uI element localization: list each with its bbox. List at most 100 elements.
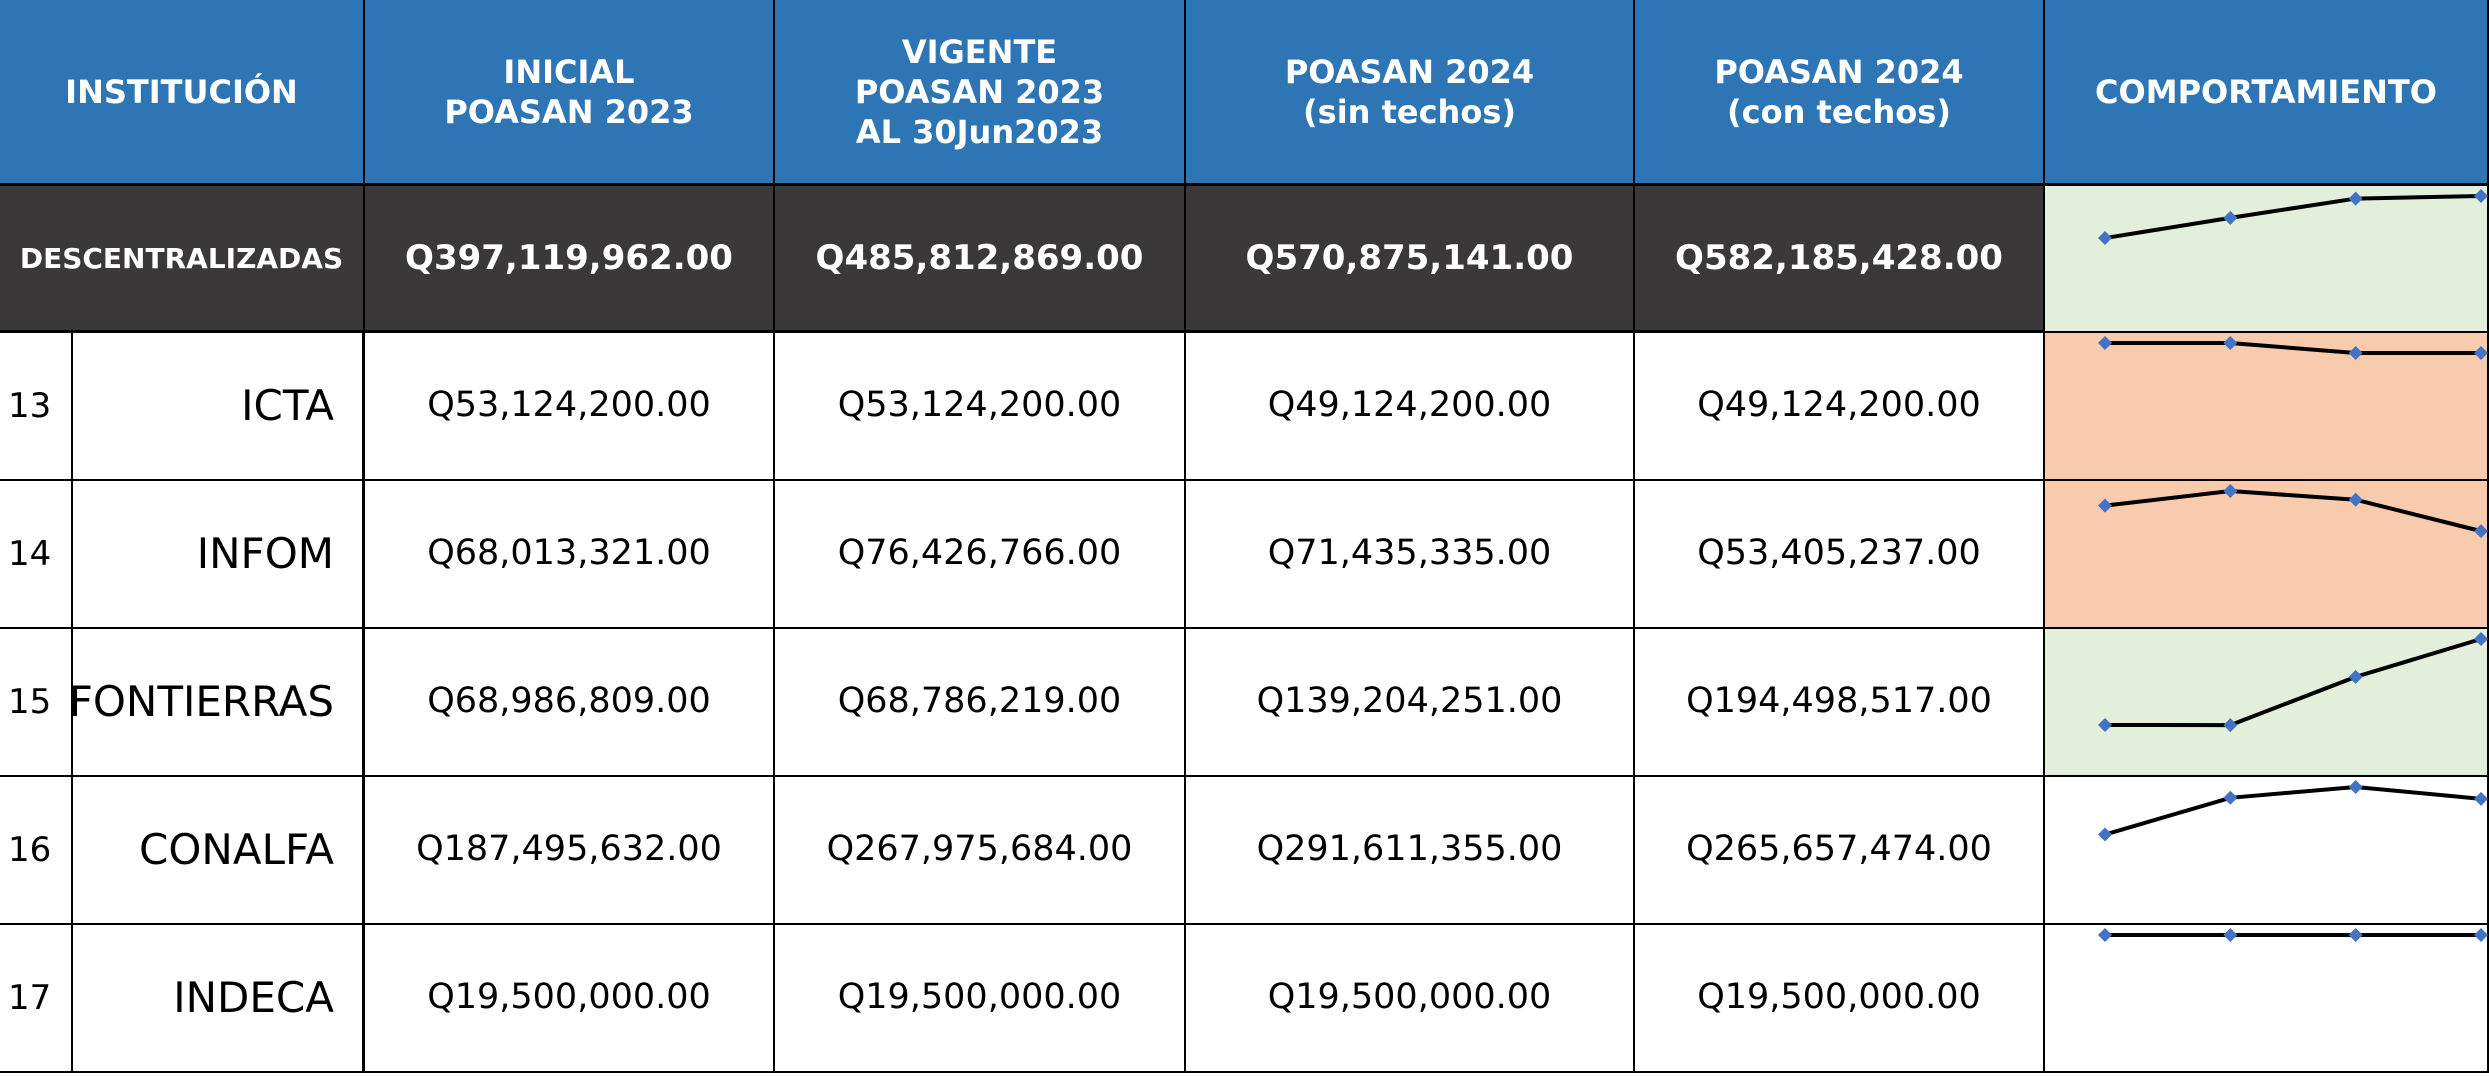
header-text: POASAN 2024 [1714, 52, 1964, 91]
row-value: Q76,426,766.00 [775, 481, 1186, 629]
row-value: Q265,657,474.00 [1635, 777, 2045, 925]
sparkline-marker [2348, 928, 2363, 942]
row-value: Q194,498,517.00 [1635, 629, 2045, 777]
sparkline-marker [2348, 492, 2363, 507]
sparkline-marker [2348, 346, 2363, 361]
trend-cell [2045, 333, 2489, 481]
sparkline [2104, 194, 2482, 241]
row-value-text: Q53,405,237.00 [1697, 533, 1981, 574]
row-value-text: Q291,611,355.00 [1256, 829, 1563, 870]
sparkline-marker [2474, 928, 2488, 942]
header-text: INSTITUCIÓN [65, 72, 298, 111]
sparkline-marker [2223, 210, 2238, 225]
header-text: POASAN 2023 [444, 92, 694, 131]
row-value: Q68,786,219.00 [775, 629, 1186, 777]
row-value: Q267,975,684.00 [775, 777, 1186, 925]
row-name: CONALFA [73, 777, 365, 925]
row-number-text: 15 [8, 681, 52, 722]
sparkline-marker [2098, 928, 2112, 942]
header-text: AL 30Jun2023 [855, 112, 1104, 151]
row-name-text: CONALFA [139, 824, 334, 874]
total-name: DESCENTRALIZADAS [0, 186, 365, 333]
trend-cell [2045, 629, 2489, 777]
row-name-text: INFOM [196, 528, 334, 578]
row-name: INDECA [73, 925, 365, 1073]
row-value-text: Q49,124,200.00 [1267, 385, 1552, 426]
header-cell: COMPORTAMIENTO [2045, 0, 2489, 186]
row-name-text: INDECA [173, 972, 334, 1022]
sparkline-marker [2348, 669, 2363, 684]
header-text: POASAN 2024 [1284, 52, 1535, 91]
row-value: Q68,013,321.00 [365, 481, 775, 629]
row-value: Q291,611,355.00 [1186, 777, 1635, 925]
row-value-text: Q194,498,517.00 [1686, 681, 1992, 722]
sparkline [2105, 341, 2481, 356]
row-value-text: Q187,495,632.00 [416, 829, 722, 870]
header-text: INICIAL [503, 52, 635, 91]
sparkline-marker [2223, 928, 2238, 942]
row-number: 17 [0, 925, 73, 1073]
header-text: (con techos) [1727, 92, 1951, 131]
row-number: 16 [0, 777, 73, 925]
row-value-text: Q49,124,200.00 [1697, 385, 1981, 426]
sparkline-marker [2098, 827, 2112, 842]
header-cell: INSTITUCIÓN [0, 0, 365, 186]
row-value-text: Q68,986,809.00 [427, 681, 711, 722]
total-value: Q582,185,428.00 [1635, 186, 2045, 333]
row-value: Q19,500,000.00 [365, 925, 775, 1073]
row-name-text: ICTA [241, 380, 334, 430]
sparkline-marker [2098, 336, 2112, 350]
row-number: 14 [0, 481, 73, 629]
row-number-text: 16 [8, 829, 52, 870]
row-value: Q19,500,000.00 [1635, 925, 2045, 1073]
row-value: Q71,435,335.00 [1186, 481, 1635, 629]
sparkline-marker [2223, 484, 2238, 498]
row-name: FONTIERRAS [69, 629, 365, 777]
row-value: Q53,405,237.00 [1635, 481, 2045, 629]
row-value-text: Q53,124,200.00 [427, 385, 711, 426]
row-value: Q19,500,000.00 [775, 925, 1186, 1073]
sparkline-marker [2223, 790, 2238, 805]
total-value: Q485,812,869.00 [775, 186, 1186, 333]
total-value-text: Q397,119,962.00 [405, 237, 733, 278]
row-value-text: Q19,500,000.00 [1697, 977, 1981, 1018]
row-name: INFOM [73, 481, 365, 629]
row-number-text: 13 [8, 385, 52, 426]
row-name: ICTA [73, 333, 365, 481]
row-value: Q53,124,200.00 [365, 333, 775, 481]
row-value: Q139,204,251.00 [1186, 629, 1635, 777]
row-value-text: Q19,500,000.00 [427, 977, 711, 1018]
row-value-text: Q68,786,219.00 [837, 681, 1122, 722]
row-value: Q19,500,000.00 [1186, 925, 1635, 1073]
total-value: Q570,875,141.00 [1186, 186, 1635, 333]
row-value-text: Q68,013,321.00 [427, 533, 711, 574]
sparkline-marker [2348, 191, 2363, 206]
total-label: DESCENTRALIZADAS [19, 241, 344, 275]
header-text: COMPORTAMIENTO [2095, 72, 2437, 111]
trend-cell [2045, 925, 2489, 1073]
row-value-text: Q19,500,000.00 [1267, 977, 1552, 1018]
header-cell: POASAN 2024 (con techos) [1635, 0, 2045, 186]
total-value: Q397,119,962.00 [365, 186, 775, 333]
row-value-text: Q139,204,251.00 [1256, 681, 1563, 722]
sparkline [2104, 637, 2482, 728]
row-value-text: Q71,435,335.00 [1267, 533, 1552, 574]
sparkline-marker [2474, 632, 2488, 646]
row-value-text: Q76,426,766.00 [837, 533, 1122, 574]
sparkline-marker [2098, 231, 2112, 246]
sparkline-marker [2223, 336, 2238, 350]
header-text: (sin techos) [1303, 92, 1516, 131]
header-text: VIGENTE [901, 32, 1058, 71]
row-number: 13 [0, 333, 73, 481]
row-value-text: Q19,500,000.00 [837, 977, 1122, 1018]
row-value-text: Q267,975,684.00 [826, 829, 1133, 870]
sparkline-marker [2474, 189, 2488, 203]
row-value: Q187,495,632.00 [365, 777, 775, 925]
sparkline-marker [2348, 780, 2363, 794]
sparkline-marker [2223, 718, 2238, 733]
row-value: Q68,986,809.00 [365, 629, 775, 777]
trend-cell [2045, 777, 2489, 925]
header-cell: VIGENTE POASAN 2023 AL 30Jun2023 [775, 0, 1186, 186]
row-value: Q53,124,200.00 [775, 333, 1186, 481]
